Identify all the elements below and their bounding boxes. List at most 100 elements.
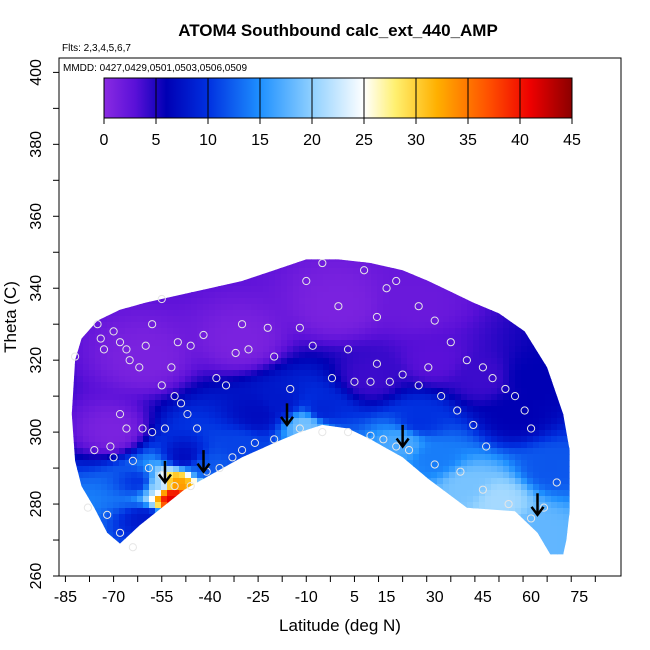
- heatmap-cell: [161, 202, 168, 209]
- heatmap-cell: [383, 64, 390, 71]
- heatmap-cell: [95, 334, 102, 341]
- heatmap-cell: [233, 478, 240, 485]
- heatmap-cell: [119, 130, 126, 137]
- heatmap-cell: [377, 160, 384, 167]
- heatmap-cell: [383, 136, 390, 143]
- heatmap-cell: [287, 394, 294, 401]
- heatmap-cell: [59, 274, 66, 281]
- heatmap-cell: [143, 124, 150, 131]
- heatmap-cell: [329, 394, 336, 401]
- heatmap-cell: [227, 316, 234, 323]
- heatmap-cell: [311, 358, 318, 365]
- heatmap-cell: [365, 388, 372, 395]
- heatmap-cell: [161, 316, 168, 323]
- heatmap-cell: [167, 382, 174, 389]
- heatmap-cell: [71, 88, 78, 95]
- heatmap-cell: [167, 259, 174, 263]
- heatmap-cell: [143, 484, 150, 491]
- heatmap-cell: [293, 358, 300, 365]
- heatmap-cell: [263, 496, 270, 503]
- heatmap-cell: [383, 124, 390, 131]
- heatmap-cell: [341, 244, 348, 251]
- heatmap-cell: [125, 394, 132, 401]
- heatmap-cell: [263, 322, 270, 329]
- heatmap-cell: [89, 250, 96, 257]
- heatmap-cell: [251, 346, 258, 353]
- heatmap-cell: [143, 370, 150, 377]
- heatmap-cell: [347, 58, 354, 65]
- heatmap-cell: [77, 100, 84, 107]
- heatmap-cell: [245, 286, 252, 293]
- heatmap-cell: [203, 208, 210, 215]
- heatmap-cell: [353, 286, 360, 293]
- heatmap-cell: [197, 550, 204, 555]
- heatmap-cell: [149, 484, 156, 491]
- heatmap-cell: [323, 304, 330, 311]
- heatmap-cell: [371, 460, 378, 467]
- heatmap-cell: [281, 526, 288, 533]
- heatmap-cell: [245, 496, 252, 503]
- heatmap-cell: [125, 148, 132, 155]
- heatmap-cell: [305, 466, 312, 473]
- heatmap-cell: [137, 136, 144, 143]
- heatmap-cell: [95, 364, 102, 371]
- heatmap-cell: [131, 310, 138, 317]
- heatmap-cell: [149, 328, 156, 335]
- heatmap-cell: [71, 508, 78, 515]
- heatmap-cell: [83, 406, 90, 413]
- heatmap-cell: [287, 280, 294, 287]
- heatmap-cell: [239, 292, 246, 299]
- heatmap-cell: [299, 280, 306, 287]
- heatmap-cell: [65, 394, 72, 401]
- heatmap-cell: [185, 424, 192, 431]
- heatmap-cell: [269, 148, 276, 155]
- heatmap-cell: [353, 496, 360, 503]
- heatmap-cell: [203, 124, 210, 131]
- heatmap-cell: [155, 424, 162, 431]
- heatmap-cell: [221, 556, 228, 563]
- heatmap-cell: [149, 160, 156, 167]
- heatmap-cell: [77, 472, 84, 479]
- heatmap-cell: [203, 406, 210, 413]
- heatmap-cell: [275, 214, 282, 221]
- heatmap-cell: [119, 304, 126, 311]
- heatmap-cell: [287, 424, 294, 431]
- heatmap-cell: [329, 268, 336, 275]
- heatmap-cell: [119, 262, 126, 269]
- heatmap-cell: [173, 388, 180, 395]
- heatmap-cell: [365, 274, 372, 281]
- heatmap-cell: [203, 400, 210, 407]
- heatmap-cell: [269, 484, 276, 491]
- heatmap-cell: [335, 286, 342, 293]
- heatmap-cell: [143, 184, 150, 191]
- heatmap-cell: [83, 394, 90, 401]
- heatmap-cell: [125, 238, 132, 245]
- heatmap-cell: [131, 130, 138, 137]
- heatmap-cell: [173, 526, 180, 533]
- heatmap-cell: [365, 430, 372, 437]
- heatmap-cell: [323, 388, 330, 395]
- heatmap-cell: [341, 418, 348, 425]
- heatmap-cell: [239, 352, 246, 359]
- heatmap-cell: [77, 376, 84, 383]
- heatmap-cell: [257, 292, 264, 299]
- heatmap-cell: [371, 502, 378, 509]
- heatmap-cell: [185, 370, 192, 377]
- heatmap-cell: [395, 202, 402, 209]
- heatmap-cell: [197, 346, 204, 353]
- heatmap-cell: [335, 340, 342, 347]
- heatmap-cell: [101, 412, 108, 419]
- heatmap-cell: [305, 550, 312, 555]
- heatmap-cell: [281, 262, 288, 269]
- heatmap-cell: [65, 328, 72, 335]
- heatmap-cell: [215, 160, 222, 167]
- heatmap-cell: [341, 154, 348, 161]
- heatmap-cell: [311, 370, 318, 377]
- heatmap-cell: [101, 394, 108, 401]
- heatmap-cell: [59, 124, 66, 131]
- heatmap-cell: [335, 334, 342, 341]
- heatmap-cell: [221, 184, 228, 191]
- heatmap-cell: [131, 376, 138, 383]
- heatmap-cell: [275, 574, 282, 581]
- heatmap-cell: [287, 448, 294, 455]
